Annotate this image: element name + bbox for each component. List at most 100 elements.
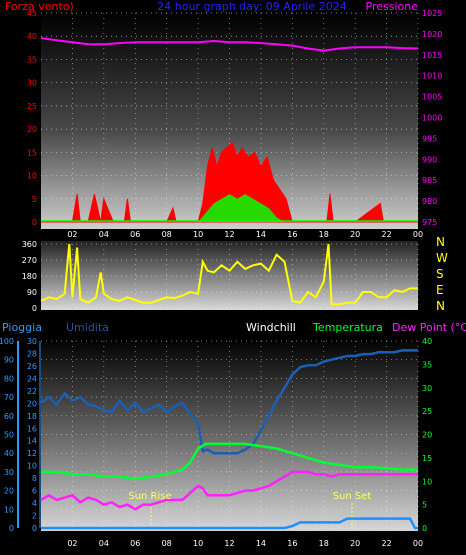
direction-tick-label: 360	[22, 240, 37, 249]
pioggia-tick-label: 0	[9, 524, 14, 533]
wind-tick-label: 45	[27, 9, 37, 18]
hour-label-bottom: 18	[319, 539, 329, 548]
pressure-tick-label: 1015	[422, 51, 442, 60]
temperature-tick-label: 10	[422, 477, 432, 486]
legend-pioggia: Pioggia	[2, 321, 42, 334]
wind-tick-label: 35	[27, 55, 37, 64]
umidita-tick-label: 0	[32, 524, 37, 533]
wind-gust-area	[41, 142, 418, 223]
pressure-line	[40, 37, 419, 52]
wind-tick-label: 40	[27, 32, 37, 41]
umidita-tick-label: 4	[32, 499, 37, 508]
pressure-tick-label: 1020	[422, 30, 442, 39]
pioggia-tick-label: 50	[4, 431, 14, 440]
direction-tick-label: 180	[22, 272, 37, 281]
compass-label: W	[436, 251, 448, 265]
hour-label-top: 00	[413, 230, 423, 239]
umidita-tick-label: 18	[27, 412, 37, 421]
umidita-tick-label: 20	[27, 399, 37, 408]
temperature-tick-label: 15	[422, 454, 432, 463]
wind-tick-label: 10	[27, 172, 37, 181]
hour-label-top: 02	[67, 230, 77, 239]
temperature-tick-label: 20	[422, 431, 432, 440]
umidita-tick-label: 8	[32, 474, 37, 483]
hour-label-bottom: 22	[381, 539, 391, 548]
wind-tick-label: 5	[32, 195, 37, 204]
dewpoint-line	[40, 470, 418, 511]
pressure-tick-label: 980	[422, 197, 437, 206]
hour-label-bottom: 08	[162, 539, 172, 548]
hour-label-bottom: 12	[224, 539, 234, 548]
sun-set-label: Sun Set	[333, 491, 372, 502]
wind-tick-label: 15	[27, 148, 37, 157]
pressure-tick-label: 1005	[422, 93, 442, 102]
humidity-line	[40, 349, 418, 455]
pressure-tick-label: 1025	[422, 9, 442, 18]
pioggia-tick-label: 70	[4, 393, 14, 402]
umidita-tick-label: 2	[32, 512, 37, 521]
wind-tick-label: 30	[27, 79, 37, 88]
umidita-tick-label: 14	[27, 437, 37, 446]
hour-label-bottom: 16	[287, 539, 297, 548]
pioggia-tick-label: 20	[4, 487, 14, 496]
legend-windchill: Windchill	[246, 321, 296, 334]
wind-direction-plot-area	[41, 241, 418, 310]
temperature-tick-label: 25	[422, 407, 432, 416]
umidita-tick-label: 28	[27, 349, 37, 358]
temp-humidity-plot-area	[41, 338, 418, 531]
hour-label-bottom: 00	[413, 539, 423, 548]
umidita-tick-label: 10	[27, 462, 37, 471]
temperature-tick-label: 35	[422, 360, 432, 369]
hour-label-top: 08	[162, 230, 172, 239]
umidita-tick-label: 16	[27, 424, 37, 433]
wind-tick-label: 20	[27, 125, 37, 134]
umidita-tick-label: 30	[27, 337, 37, 346]
pressure-tick-label: 990	[422, 155, 437, 164]
pioggia-tick-label: 10	[4, 505, 14, 514]
wind-tick-label: 25	[27, 102, 37, 111]
compass-label: N	[436, 235, 445, 249]
hour-label-top: 16	[287, 230, 297, 239]
wind-direction-line	[40, 243, 418, 306]
compass-label: S	[436, 267, 444, 281]
hour-label-bottom: 04	[99, 539, 109, 548]
pressure-tick-label: 985	[422, 176, 437, 185]
wind-average-area	[41, 194, 418, 222]
umidita-tick-label: 6	[32, 487, 37, 496]
pressure-tick-label: 995	[422, 134, 437, 143]
pioggia-tick-label: 40	[4, 449, 14, 458]
umidita-tick-label: 22	[27, 387, 37, 396]
pioggia-tick-label: 80	[4, 374, 14, 383]
rain-line	[41, 517, 418, 530]
pioggia-tick-label: 100	[0, 337, 14, 346]
hour-label-top: 20	[350, 230, 360, 239]
hour-label-bottom: 06	[130, 539, 140, 548]
compass-label: N	[436, 299, 445, 313]
direction-tick-label: 270	[22, 256, 37, 265]
hour-label-bottom: 14	[256, 539, 266, 548]
hour-label-top: 14	[256, 230, 266, 239]
temperature-tick-label: 0	[422, 524, 427, 533]
wind-tick-label: 0	[32, 218, 37, 227]
hour-label-top: 06	[130, 230, 140, 239]
hour-label-bottom: 02	[67, 539, 77, 548]
hour-label-top: 04	[99, 230, 109, 239]
hour-label-top: 12	[224, 230, 234, 239]
hour-label-top: 22	[381, 230, 391, 239]
compass-label: E	[436, 283, 444, 297]
pressure-tick-label: 1000	[422, 114, 442, 123]
temperature-tick-label: 40	[422, 337, 432, 346]
sun-rise-label: Sun Rise	[128, 491, 171, 502]
legend-temperatura: Temperatura	[312, 321, 383, 334]
legend-dew-point: Dew Point (°C)	[392, 321, 466, 334]
hour-label-bottom: 10	[193, 539, 203, 548]
pioggia-tick-label: 30	[4, 468, 14, 477]
umidita-tick-label: 24	[27, 374, 37, 383]
umidita-tick-label: 26	[27, 362, 37, 371]
direction-tick-label: 0	[32, 304, 37, 313]
graph-title: 24 hour graph day: 09 Aprile 2024	[157, 0, 346, 13]
pressure-axis-title: Pressione	[366, 0, 419, 13]
pioggia-tick-label: 90	[4, 356, 14, 365]
